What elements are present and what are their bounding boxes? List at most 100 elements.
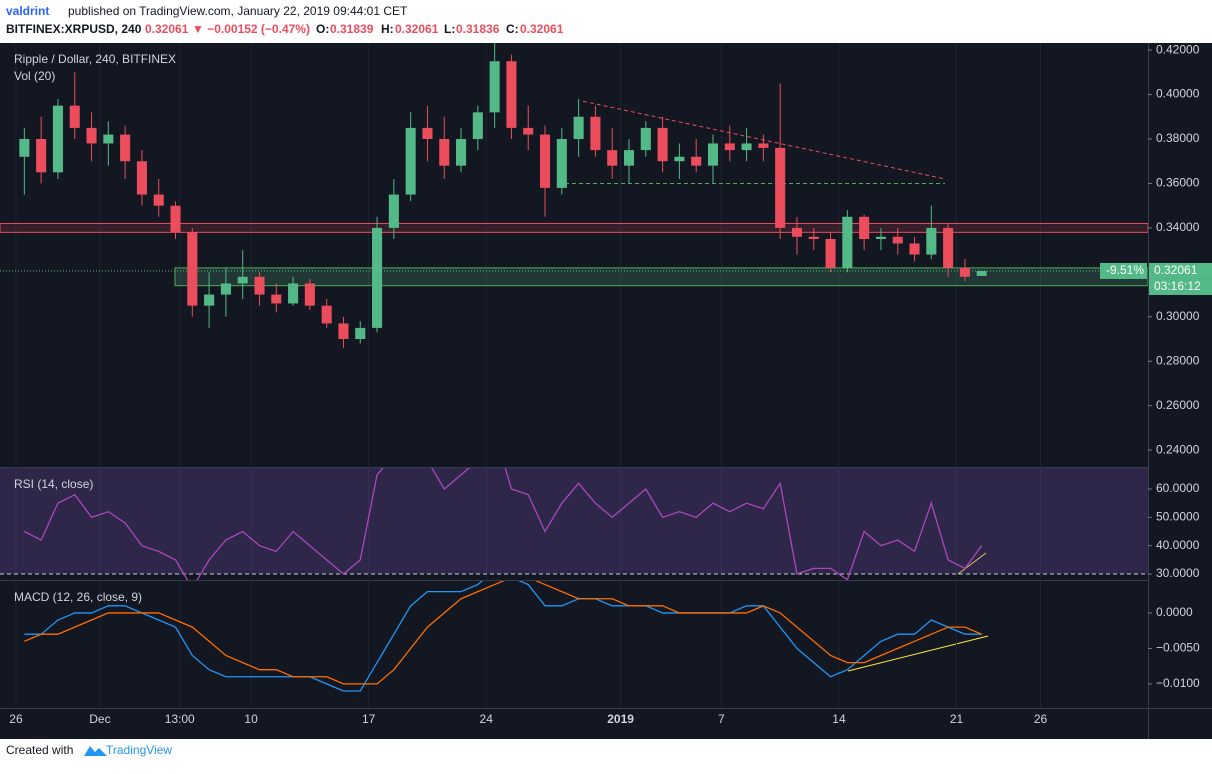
candle-body xyxy=(590,116,601,151)
candle-body xyxy=(405,127,416,195)
candle-body xyxy=(758,143,769,148)
candle-body xyxy=(355,327,366,339)
pane-subtitle: Vol (20) xyxy=(14,69,55,83)
rsi-divergence xyxy=(957,552,987,575)
candle-body xyxy=(791,227,803,237)
candle-body xyxy=(691,156,702,166)
candle-body xyxy=(959,267,970,277)
chart-background xyxy=(0,43,1212,739)
last: 0.32061 xyxy=(145,22,189,36)
candle-body xyxy=(892,236,903,244)
candle-body xyxy=(859,216,870,239)
o-label: O: xyxy=(316,22,329,36)
candle-body xyxy=(573,116,584,139)
candle-body xyxy=(153,194,164,206)
candle-body xyxy=(19,139,30,157)
y-tick-label: 50.0000 xyxy=(1156,510,1200,524)
x-tick-label: 24 xyxy=(480,712,494,726)
c-label: C: xyxy=(506,22,519,36)
candle-body xyxy=(237,276,248,284)
published: published on TradingView.com, January 22… xyxy=(68,4,408,18)
y-tick-label: 60.0000 xyxy=(1156,481,1200,495)
candle-body xyxy=(204,294,215,306)
candle-body xyxy=(657,127,668,162)
candle-body xyxy=(86,127,97,144)
candle-body xyxy=(640,127,651,151)
lines xyxy=(24,581,982,692)
pane-title: RSI (14, close) xyxy=(14,477,93,491)
x-tick-label: 7 xyxy=(718,712,725,726)
series-line xyxy=(24,581,982,692)
candle-body xyxy=(338,323,349,339)
countdown: 03:16:12 xyxy=(1154,279,1201,293)
candle-body xyxy=(422,127,433,139)
candle-body xyxy=(909,243,920,255)
x-tick-label: 14 xyxy=(832,712,846,726)
y-tick-label: 0.40000 xyxy=(1156,87,1200,101)
candle-body xyxy=(187,232,198,306)
y-tick-label: 40.0000 xyxy=(1156,538,1200,552)
candle-body xyxy=(775,147,786,228)
footer-brand[interactable]: TradingView xyxy=(106,743,172,757)
candle-body xyxy=(36,139,47,173)
l-label: L: xyxy=(444,22,455,36)
candle-body xyxy=(506,61,517,128)
candle-body xyxy=(842,216,853,268)
resistance-zone xyxy=(0,222,1148,233)
x-tick-label: 26 xyxy=(9,712,23,726)
countdown-box xyxy=(1149,278,1212,295)
author[interactable]: valdrint xyxy=(6,4,49,18)
x-tick-label: 10 xyxy=(244,712,258,726)
candle-body xyxy=(170,205,181,233)
change-box xyxy=(1100,262,1147,279)
lines xyxy=(0,468,1148,580)
candle-body xyxy=(321,305,332,324)
candle-body xyxy=(607,150,618,166)
candle-body xyxy=(556,139,567,188)
candle-body xyxy=(220,283,231,295)
candle-body xyxy=(304,283,315,306)
x-tick-label: 13:00 xyxy=(165,712,195,726)
macd-divergence xyxy=(847,635,989,672)
candle-body xyxy=(372,227,383,328)
last-price-box xyxy=(1149,262,1212,279)
candle-body xyxy=(254,276,265,295)
h-label: H: xyxy=(381,22,394,36)
x-tick-label: 21 xyxy=(950,712,964,726)
y-tick-label: 0.28000 xyxy=(1156,353,1200,367)
candle-body xyxy=(707,143,719,166)
candles xyxy=(0,43,1148,348)
candle-body xyxy=(52,105,63,173)
trendline xyxy=(582,100,946,180)
series-line xyxy=(24,468,983,580)
y-tick-label: 0.0000 xyxy=(1156,605,1193,619)
candle-body xyxy=(456,139,467,166)
candle-body xyxy=(69,105,80,128)
y-tick-label: 0.26000 xyxy=(1156,398,1200,412)
y-tick-label: 30.0000 xyxy=(1156,566,1200,580)
y-tick-label: 0.34000 xyxy=(1156,220,1200,234)
symbol: BITFINEX:XRPUSD, 240 xyxy=(6,22,142,36)
candle-body xyxy=(472,112,483,139)
y-tick-label: 0.36000 xyxy=(1156,176,1200,190)
support-zone xyxy=(174,267,1148,287)
candle-body xyxy=(288,283,299,304)
y-tick-label: −0.0100 xyxy=(1156,676,1200,690)
candle-body xyxy=(120,134,131,162)
h: 0.32061 xyxy=(395,22,439,36)
l: 0.31836 xyxy=(456,22,500,36)
chart-layer: 26 Dec 13:00 10 17 24 2019 7 14 21 26 0.42000 0.4000… xyxy=(0,42,1212,726)
series-line xyxy=(24,581,982,685)
candle-body xyxy=(523,127,534,135)
x-tick-label: 2019 xyxy=(607,712,634,726)
candle-body xyxy=(439,139,450,166)
candle-body xyxy=(388,194,399,228)
symbol-line: BITFINEX:XRPUSD, 240 0.32061 ▼ −0.00152 … xyxy=(6,22,564,36)
y-tick-label: 0.42000 xyxy=(1156,42,1200,56)
candle-body xyxy=(976,270,987,276)
y-tick-label: 0.24000 xyxy=(1156,442,1200,456)
change: ▼ −0.00152 (−0.47%) xyxy=(192,22,310,36)
footer-created: Created with xyxy=(6,743,73,757)
